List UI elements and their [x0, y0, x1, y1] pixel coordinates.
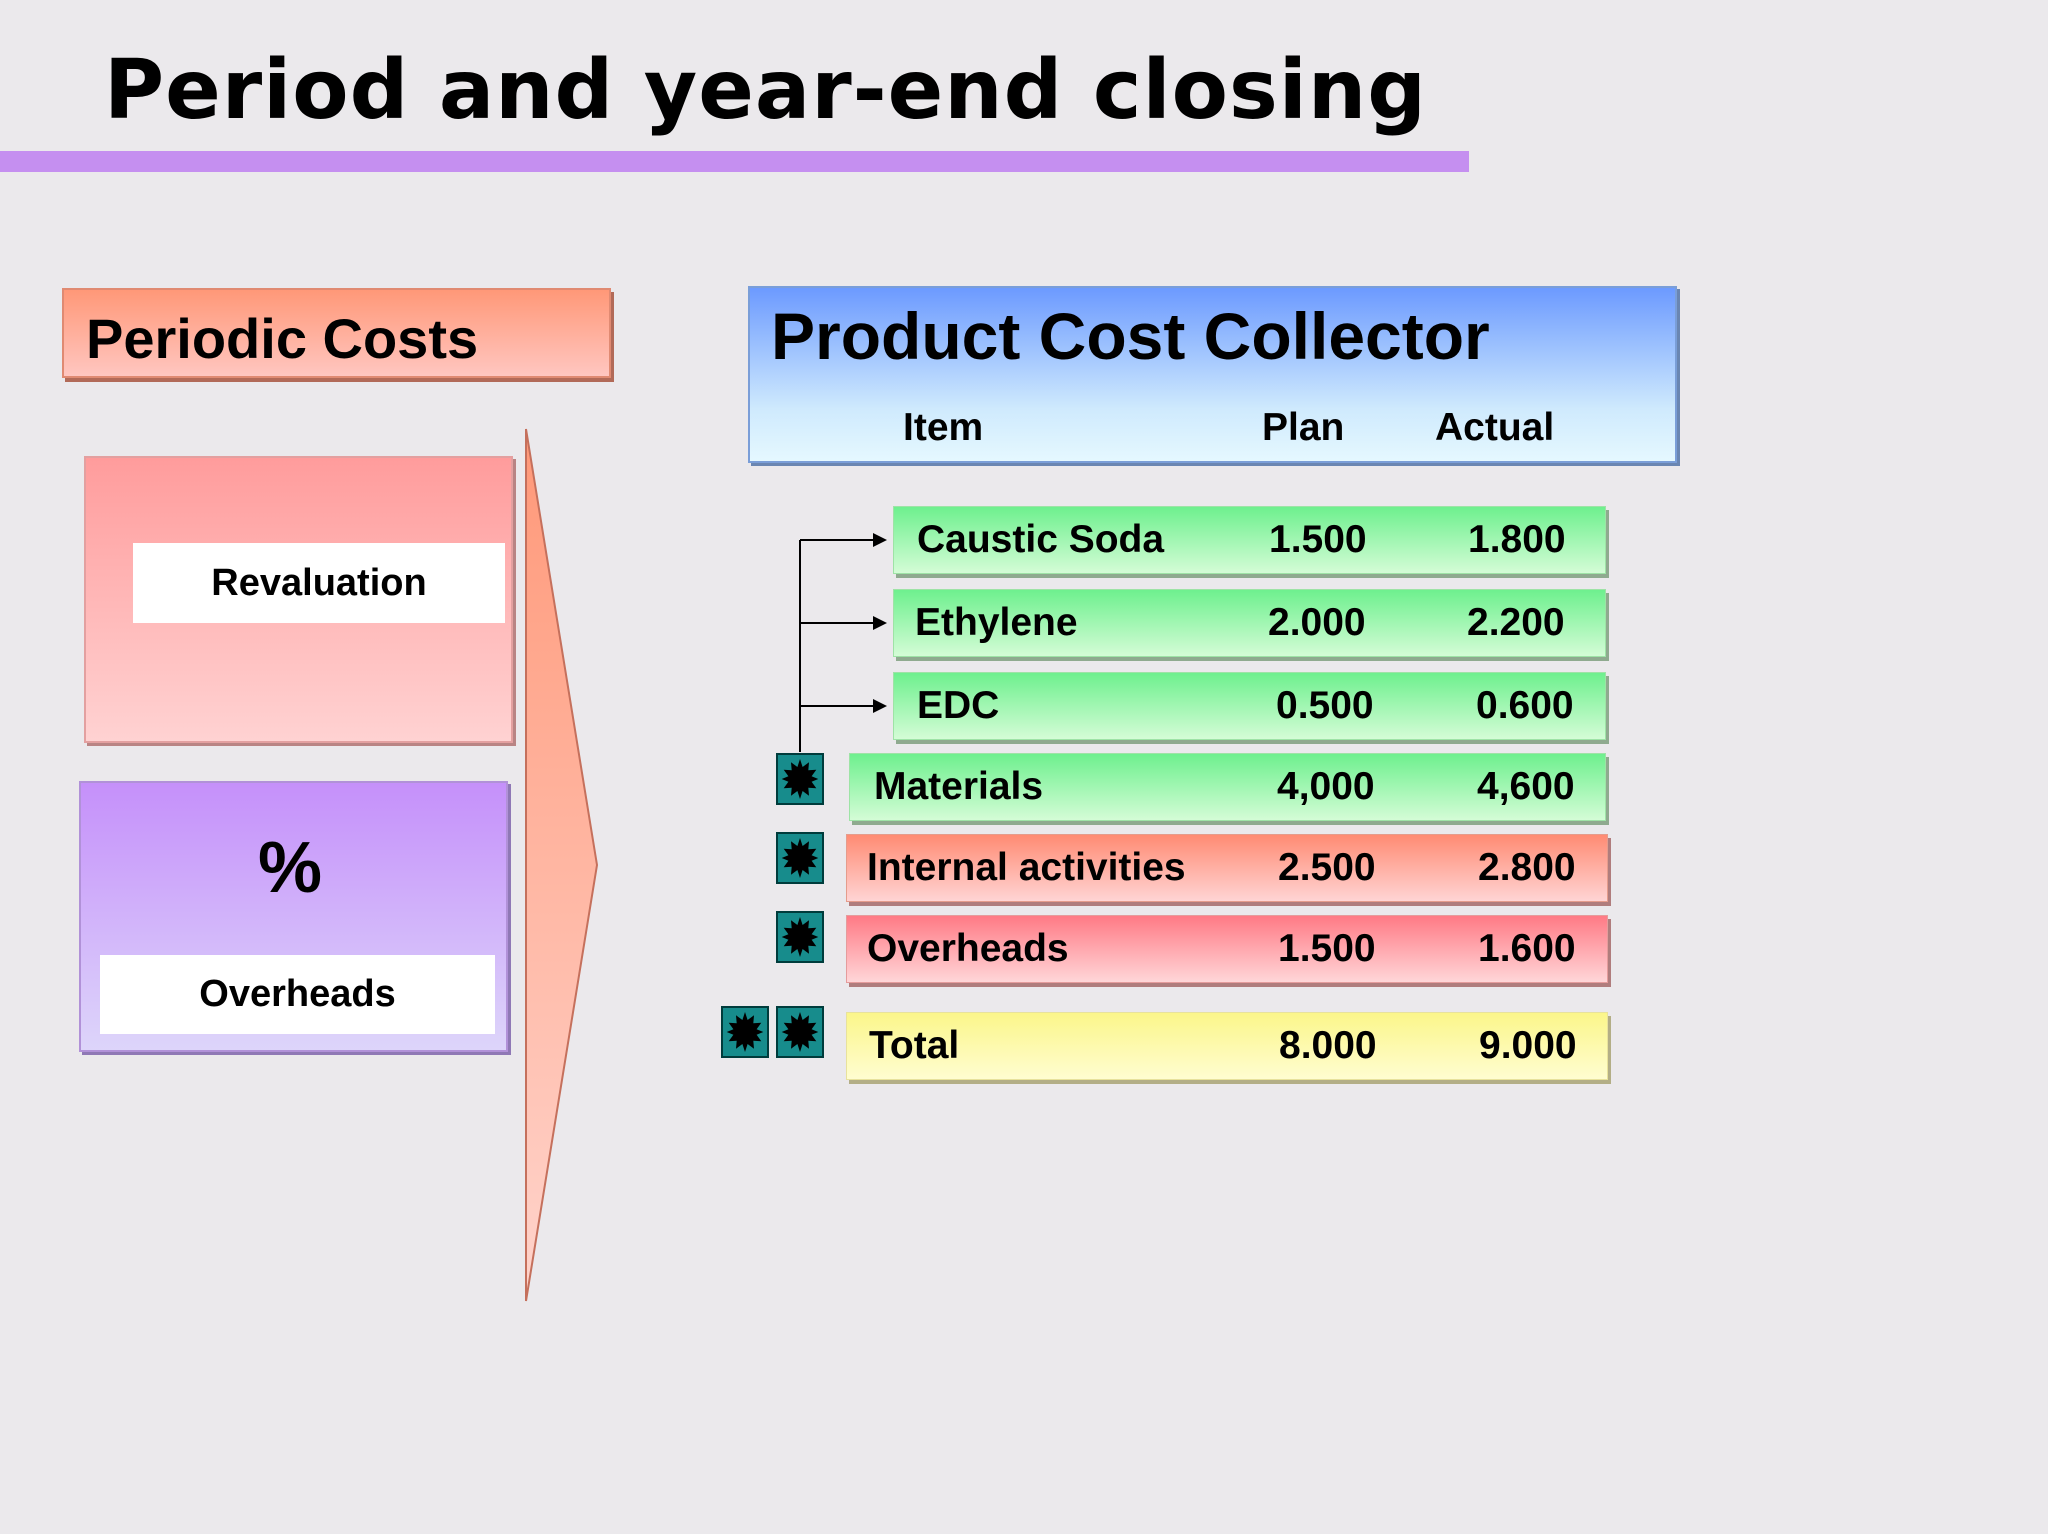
row-actual: 0.600 — [1476, 684, 1574, 727]
row-plan: 2.000 — [1268, 601, 1366, 644]
row-plan: 0.500 — [1276, 684, 1374, 727]
row-actual: 2.800 — [1478, 846, 1576, 889]
row-plan: 1.500 — [1269, 518, 1367, 561]
row-actual: 9.000 — [1479, 1024, 1577, 1067]
cost-row-materials: Materials 4,000 4,600 — [849, 753, 1606, 821]
column-header-actual: Actual — [1435, 406, 1555, 449]
row-item: Internal activities — [867, 846, 1186, 889]
row-item: Total — [869, 1024, 960, 1067]
cost-row-edc: EDC 0.500 0.600 — [893, 672, 1606, 740]
periodic-costs-header: Periodic Costs — [62, 288, 611, 378]
row-item: Caustic Soda — [917, 518, 1165, 561]
column-header-item: Item — [903, 406, 984, 449]
row-item: EDC — [917, 684, 1000, 727]
arrow-right-icon — [873, 616, 887, 630]
product-cost-collector-header — [748, 286, 1677, 463]
cost-row-internal-activities: Internal activities 2.500 2.800 — [846, 834, 1608, 902]
row-plan: 2.500 — [1278, 846, 1376, 889]
arrow-right-icon — [873, 699, 887, 713]
starburst-icon — [776, 1006, 824, 1058]
row-item: Materials — [874, 765, 1044, 808]
flow-chevron-arrow — [525, 428, 599, 1302]
starburst-icon — [776, 832, 824, 884]
row-item: Overheads — [867, 927, 1069, 970]
row-item: Ethylene — [915, 601, 1078, 644]
column-header-plan: Plan — [1262, 406, 1345, 449]
cost-row-overheads: Overheads 1.500 1.600 — [846, 915, 1608, 983]
starburst-icon — [776, 753, 824, 805]
title-underline — [0, 151, 1469, 172]
periodic-costs-label: Periodic Costs — [86, 307, 479, 370]
cost-row-ethylene: Ethylene 2.000 2.200 — [893, 589, 1606, 657]
row-actual: 4,600 — [1477, 765, 1575, 808]
cost-row-caustic-soda: Caustic Soda 1.500 1.800 — [893, 506, 1606, 574]
row-actual: 2.200 — [1467, 601, 1565, 644]
row-plan: 4,000 — [1277, 765, 1375, 808]
overheads-label: Overheads — [100, 955, 495, 1034]
revaluation-label: Revaluation — [133, 543, 505, 623]
cost-row-total: Total 8.000 9.000 — [846, 1012, 1608, 1080]
arrow-right-icon — [873, 533, 887, 547]
starburst-icon — [721, 1006, 769, 1058]
row-actual: 1.600 — [1478, 927, 1576, 970]
collector-title: Product Cost Collector — [771, 299, 1490, 373]
percent-icon: % — [257, 828, 323, 908]
row-actual: 1.800 — [1468, 518, 1566, 561]
material-connector — [799, 533, 887, 752]
page-title: Period and year-end closing — [104, 43, 1427, 138]
row-plan: 1.500 — [1278, 927, 1376, 970]
starburst-icon — [776, 911, 824, 963]
row-plan: 8.000 — [1279, 1024, 1377, 1067]
